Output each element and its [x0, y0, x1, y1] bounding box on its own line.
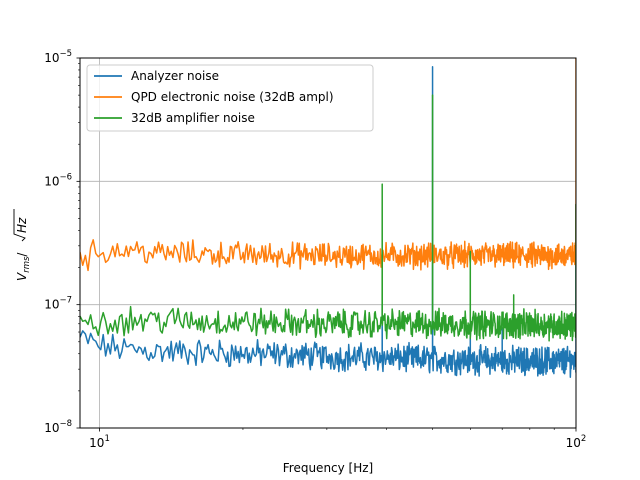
y-tick-label: 10−5 — [44, 49, 72, 65]
legend-label-1: Analyzer noise — [131, 69, 219, 83]
y-tick-label-exponent: −5 — [59, 49, 72, 59]
series-line-2 — [80, 58, 576, 272]
y-tick-label-exponent: −6 — [59, 172, 72, 182]
x-tick-label-base: 10 — [566, 436, 581, 450]
series-line-3 — [80, 94, 576, 342]
legend: Analyzer noise QPD electronic noise (32dB… — [86, 64, 374, 132]
y-tick-label-exponent: −8 — [59, 419, 72, 429]
series-line-1 — [80, 65, 576, 379]
data-series — [80, 58, 576, 379]
x-tick-label-exponent: 2 — [581, 434, 586, 444]
y-axis-label-text: Vrms/ — [15, 252, 32, 281]
x-axis-label: Frequency [Hz] — [283, 461, 374, 475]
y-tick-label-base: 10 — [44, 421, 59, 435]
y-tick-label-exponent: −7 — [59, 296, 72, 306]
y-label-divider: / — [15, 252, 29, 257]
legend-label-3: 32dB amplifier noise — [131, 111, 255, 125]
y-axis-label: Vrms/ Hz — [13, 209, 32, 281]
legend-label-2: QPD electronic noise (32dB ampl) — [131, 90, 334, 104]
y-tick-label-base: 10 — [44, 174, 59, 188]
y-tick-label-base: 10 — [44, 51, 59, 65]
y-tick-label: 10−8 — [44, 419, 72, 435]
plot-frame — [79, 57, 577, 429]
y-label-subscript: rms — [22, 256, 32, 273]
y-tick-label: 10−6 — [44, 172, 72, 188]
y-label-base: V — [15, 272, 29, 281]
x-tick-label-base: 10 — [89, 436, 104, 450]
y-tick-label-base: 10 — [44, 298, 59, 312]
y-label-radicand: Hz — [15, 217, 29, 233]
x-tick-label: 101 — [89, 434, 110, 450]
legend-box — [86, 64, 374, 132]
y-label-sqrt-sign — [13, 209, 26, 242]
x-tick-label-exponent: 1 — [104, 434, 109, 444]
x-tick-label: 102 — [566, 434, 587, 450]
y-tick-label: 10−7 — [44, 296, 72, 312]
